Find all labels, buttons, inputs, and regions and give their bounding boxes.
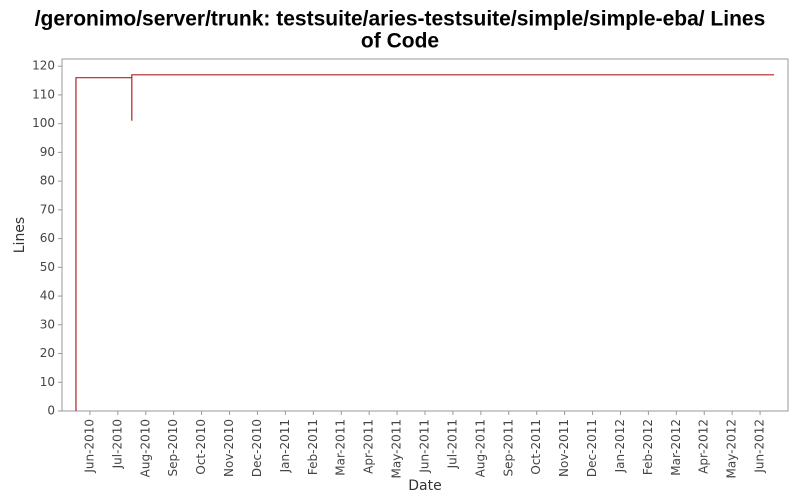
x-tick-label: May-2012 [725, 419, 739, 478]
x-tick-label: Aug-2011 [473, 419, 487, 477]
x-tick-label: Jul-2010 [110, 419, 124, 469]
x-tick-label: Nov-2010 [222, 419, 236, 477]
chart-title: /geronimo/server/trunk: testsuite/aries-… [35, 8, 766, 31]
x-tick-label: Feb-2012 [641, 419, 655, 475]
x-tick-label: Apr-2012 [697, 419, 711, 474]
chart-title: of Code [361, 30, 439, 53]
y-tick-label: 60 [40, 231, 55, 245]
y-tick-label: 0 [47, 404, 55, 418]
line-series [75, 74, 775, 411]
y-tick-label: 80 [40, 174, 55, 188]
x-tick-label: Jan-2011 [278, 419, 292, 473]
y-tick-label: 100 [32, 116, 55, 130]
x-tick-label: May-2011 [390, 419, 404, 478]
x-tick-label: Oct-2011 [529, 419, 543, 475]
y-tick-label: 10 [40, 375, 55, 389]
x-tick-label: Sep-2011 [501, 419, 515, 477]
x-tick-label: Jul-2011 [445, 419, 459, 469]
x-tick-label: Nov-2011 [557, 419, 571, 477]
x-tick-label: Aug-2010 [138, 419, 152, 477]
x-tick-label: Dec-2011 [585, 419, 599, 477]
x-tick-label: Apr-2011 [362, 419, 376, 474]
y-tick-label: 90 [40, 145, 55, 159]
x-tick-label: Sep-2010 [166, 419, 180, 477]
x-tick-label: Jun-2011 [418, 419, 432, 474]
y-tick-label: 20 [40, 346, 55, 360]
plot-area [61, 58, 789, 412]
x-tick-label: Jun-2012 [753, 419, 767, 474]
x-tick-label: Jan-2012 [613, 419, 627, 473]
y-axis-title: Lines [12, 217, 28, 253]
x-tick-label: Feb-2011 [306, 419, 320, 475]
y-tick-label: 40 [40, 289, 55, 303]
y-tick-label: 70 [40, 202, 55, 216]
y-tick-label: 30 [40, 317, 55, 331]
y-tick-label: 50 [40, 260, 55, 274]
y-tick-label: 120 [32, 59, 55, 73]
x-tick-label: Jun-2010 [82, 419, 96, 474]
x-tick-label: Mar-2012 [669, 419, 683, 476]
y-tick-label: 110 [32, 87, 55, 101]
x-tick-label: Oct-2010 [194, 419, 208, 475]
x-tick-label: Dec-2010 [250, 419, 264, 477]
x-tick-label: Mar-2011 [334, 419, 348, 476]
x-axis-title: Date [408, 478, 441, 494]
